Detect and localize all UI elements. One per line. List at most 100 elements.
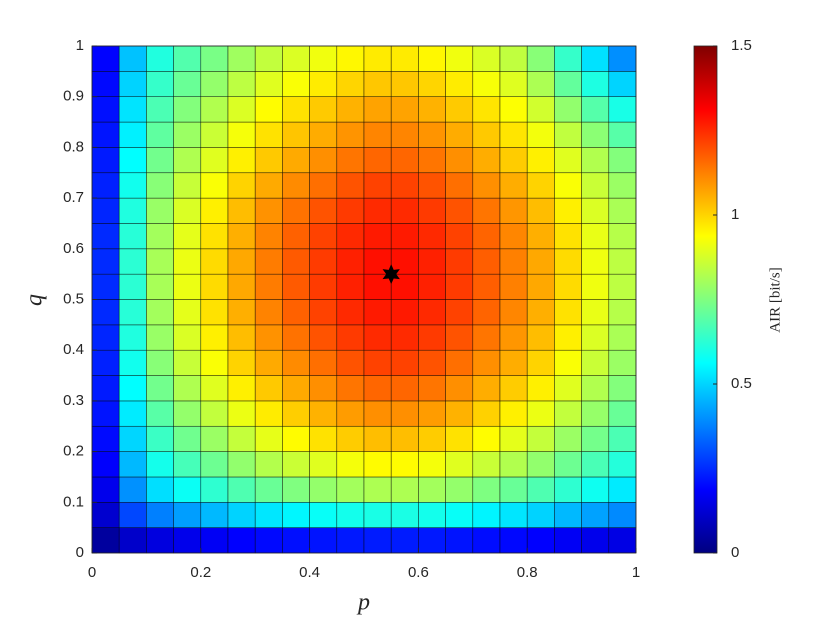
y-tick-label: 0.6: [63, 240, 84, 257]
heatmap-cell: [526, 273, 555, 300]
heatmap-cell: [118, 451, 147, 478]
heatmap-cell: [227, 375, 256, 402]
heatmap-cell: [608, 273, 637, 300]
heatmap-cell: [554, 299, 582, 326]
heatmap-cell: [227, 299, 256, 326]
colorbar: [693, 45, 718, 554]
heatmap-cell: [282, 527, 310, 554]
y-tick-label: 0.9: [63, 88, 84, 105]
heatmap-cell: [91, 197, 120, 224]
heatmap-cell: [282, 248, 310, 275]
heatmap-cell: [227, 476, 256, 503]
heatmap-cell: [336, 476, 365, 503]
heatmap-cell: [118, 273, 147, 300]
heatmap-cell: [173, 147, 202, 174]
heatmap-cell: [254, 349, 283, 376]
heatmap-cell: [390, 121, 419, 148]
heatmap-cell: [200, 248, 229, 275]
x-tick-label: 0.2: [190, 564, 211, 581]
heatmap-cell: [472, 425, 501, 452]
heatmap-cell: [336, 501, 365, 528]
heatmap-cell: [390, 527, 419, 554]
heatmap-cell: [581, 96, 610, 123]
heatmap-cell: [200, 172, 229, 199]
heatmap-cell: [336, 71, 365, 97]
colorbar-label: AIR [bit/s]: [767, 267, 783, 332]
heatmap-cell: [173, 248, 202, 275]
heatmap-cell: [254, 248, 283, 275]
heatmap-cell: [499, 425, 528, 452]
heatmap-cell: [554, 425, 582, 452]
heatmap-cell: [390, 476, 419, 503]
heatmap-cell: [336, 375, 365, 402]
heatmap-cell: [309, 223, 338, 250]
heatmap-cell: [581, 45, 610, 72]
heatmap-cell: [309, 425, 338, 452]
heatmap-cell: [282, 349, 310, 376]
heatmap-cell: [227, 451, 256, 478]
heatmap-cell: [146, 273, 174, 300]
heatmap-cell: [499, 197, 528, 224]
heatmap-cell: [227, 273, 256, 300]
heatmap-cell: [499, 71, 528, 97]
heatmap-cell: [309, 121, 338, 148]
heatmap-cell: [254, 172, 283, 199]
heatmap-cell: [173, 400, 202, 427]
heatmap-cell: [581, 375, 610, 402]
heatmap-cell: [200, 96, 229, 123]
heatmap-cell: [526, 223, 555, 250]
heatmap-cell: [472, 273, 501, 300]
heatmap-cell: [254, 96, 283, 123]
heatmap-cell: [309, 172, 338, 199]
heatmap-cell: [608, 375, 637, 402]
heatmap-cell: [499, 147, 528, 174]
heatmap-cell: [472, 400, 501, 427]
heatmap-cell: [499, 223, 528, 250]
heatmap-cell: [309, 71, 338, 97]
heatmap-cell: [418, 147, 446, 174]
heatmap-cell: [200, 451, 229, 478]
heatmap-cell: [445, 197, 474, 224]
heatmap-cell: [282, 375, 310, 402]
heatmap-cell: [445, 299, 474, 326]
heatmap-cell: [227, 223, 256, 250]
x-tick-label: 0.8: [517, 564, 538, 581]
y-tick-label: 0.8: [63, 138, 84, 155]
heatmap-cell: [282, 96, 310, 123]
heatmap-cell: [472, 45, 501, 72]
heatmap-cell: [91, 96, 120, 123]
heatmap-cell: [118, 425, 147, 452]
colorbar-tick-label: 1.5: [731, 37, 752, 54]
heatmap-cell: [445, 349, 474, 376]
heatmap-cell: [91, 400, 120, 427]
heatmap-cell: [363, 324, 392, 351]
heatmap-cell: [173, 451, 202, 478]
heatmap-cell: [282, 45, 310, 72]
heatmap-cell: [91, 121, 120, 148]
heatmap-cell: [336, 96, 365, 123]
heatmap-cell: [146, 349, 174, 376]
heatmap-cell: [445, 375, 474, 402]
heatmap-cell: [200, 45, 229, 72]
heatmap-cell: [445, 451, 474, 478]
heatmap-cell: [554, 147, 582, 174]
heatmap-cell: [418, 248, 446, 275]
heatmap-cell: [118, 299, 147, 326]
heatmap-cell: [499, 324, 528, 351]
heatmap-cell: [581, 299, 610, 326]
heatmap-cell: [336, 349, 365, 376]
heatmap-cell: [173, 425, 202, 452]
heatmap-cell: [526, 324, 555, 351]
heatmap-cell: [363, 45, 392, 72]
heatmap-cell: [526, 197, 555, 224]
heatmap-cell: [227, 172, 256, 199]
heatmap-cell: [608, 248, 637, 275]
heatmap-cell: [146, 197, 174, 224]
heatmap-cell: [254, 147, 283, 174]
heatmap-cell: [363, 223, 392, 250]
heatmap-cell: [499, 299, 528, 326]
heatmap-cell: [526, 172, 555, 199]
heatmap-cell: [282, 299, 310, 326]
heatmap-cell: [200, 197, 229, 224]
heatmap-cell: [146, 223, 174, 250]
